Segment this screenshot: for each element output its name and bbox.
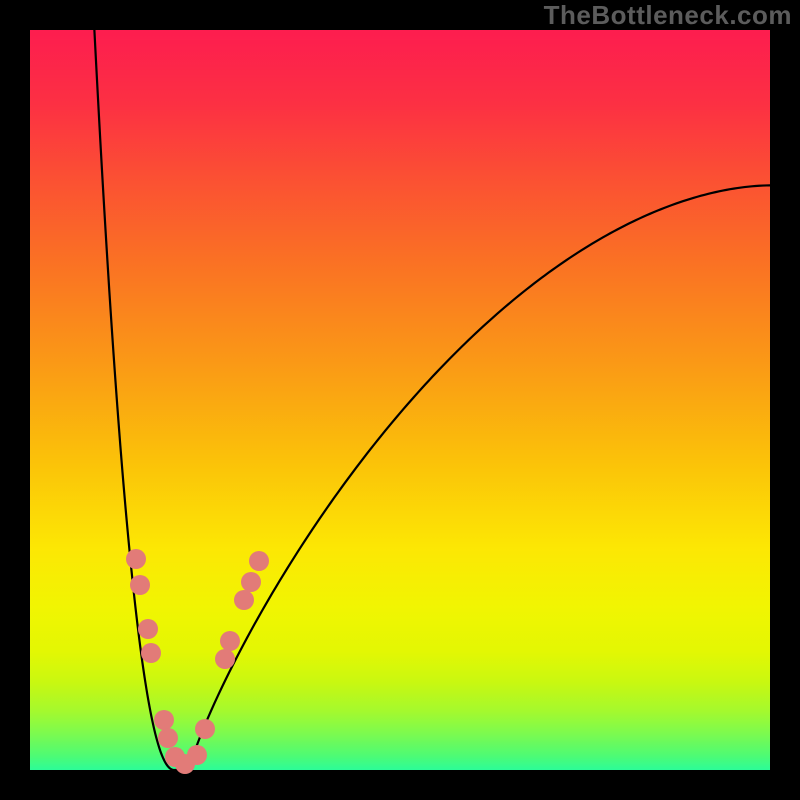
watermark-text: TheBottleneck.com (544, 0, 792, 31)
data-marker (138, 619, 158, 639)
data-marker (234, 590, 254, 610)
data-marker (187, 745, 207, 765)
data-marker (249, 551, 269, 571)
plot-area (30, 30, 770, 770)
curve-layer (30, 30, 770, 770)
data-marker (195, 719, 215, 739)
bottleneck-curve (94, 30, 770, 770)
data-marker (126, 549, 146, 569)
data-marker (141, 643, 161, 663)
data-marker (220, 631, 240, 651)
chart-root: TheBottleneck.com (0, 0, 800, 800)
data-marker (215, 649, 235, 669)
data-marker (154, 710, 174, 730)
data-marker (241, 572, 261, 592)
data-marker (158, 728, 178, 748)
data-marker (130, 575, 150, 595)
